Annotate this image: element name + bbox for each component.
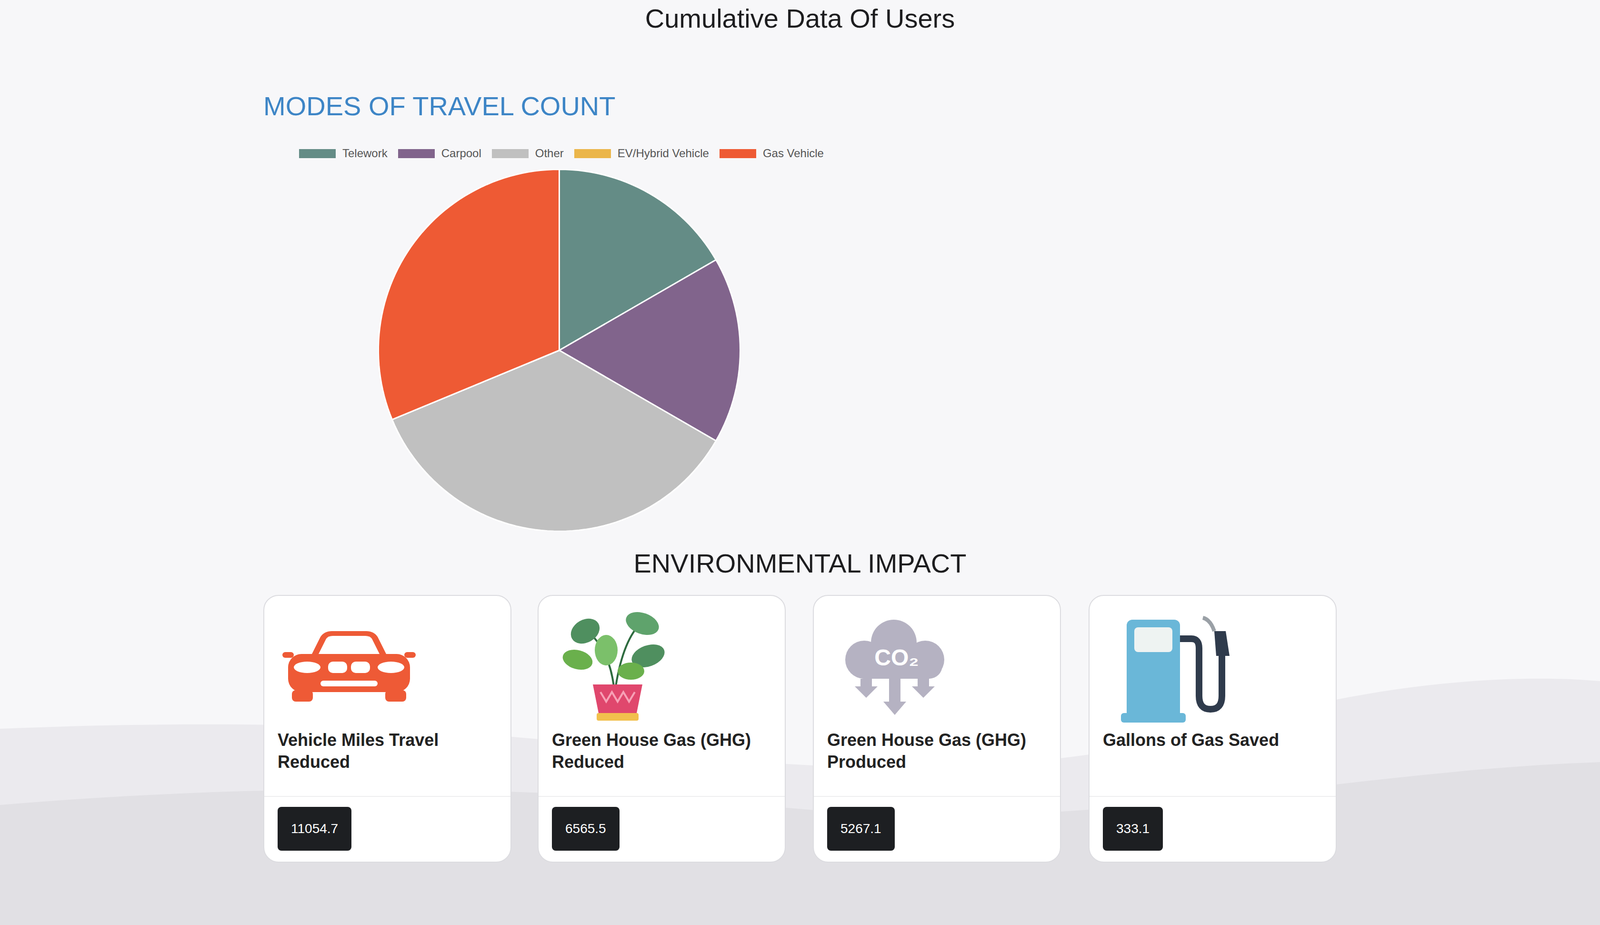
html-text:Green House Gas (GHG) Reduced: Green House Gas (GHG) Reduced [551,730,751,772]
html-text:Carpool: Carpool [441,146,482,160]
svg-text:CO₂: CO₂ [874,644,919,670]
html-text:5267.1: 5267.1 [840,820,882,836]
html-text:Gallons of Gas Saved: Gallons of Gas Saved [1102,730,1280,750]
html-text:6565.5: 6565.5 [565,820,606,836]
html-text:Telework: Telework [342,146,388,160]
html-text:Vehicle Miles Travel Reduced: Vehicle Miles Travel Reduced [277,730,439,772]
html-text:ENVIRONMENTAL IMPACT: ENVIRONMENTAL IMPACT [633,548,967,579]
html-text:11054.7: 11054.7 [290,820,339,836]
html-text:333.1: 333.1 [1116,820,1150,836]
html-text:Green House Gas (GHG) Produced: Green House Gas (GHG) Produced [827,730,1027,772]
html-text:MODES OF TRAVEL COUNT: MODES OF TRAVEL COUNT [263,90,616,121]
html-text:Gas Vehicle: Gas Vehicle [762,146,824,160]
html-text:EV/Hybrid Vehicle: EV/Hybrid Vehicle [617,146,709,160]
html-text:Other: Other [535,146,564,160]
html-text:Cumulative Data Of Users: Cumulative Data Of Users [645,3,955,34]
